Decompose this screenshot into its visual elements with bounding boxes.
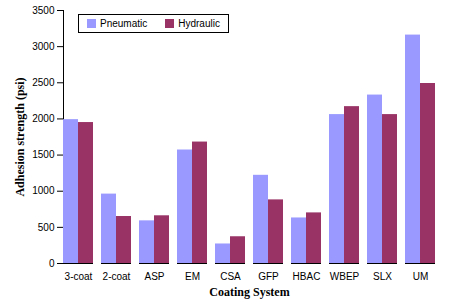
svg-text:0: 0 bbox=[49, 258, 55, 269]
svg-text:2500: 2500 bbox=[32, 77, 55, 88]
svg-text:2000: 2000 bbox=[32, 113, 55, 124]
html-text:Hydraulic: Hydraulic bbox=[178, 18, 220, 29]
svg-text:3-coat: 3-coat bbox=[65, 271, 93, 282]
svg-text:1000: 1000 bbox=[32, 185, 55, 196]
svg-text:3500: 3500 bbox=[32, 5, 55, 16]
svg-text:UM: UM bbox=[413, 271, 429, 282]
svg-text:500: 500 bbox=[38, 222, 55, 233]
svg-text:Coating System: Coating System bbox=[209, 285, 289, 299]
html-text:Pneumatic: Pneumatic bbox=[100, 18, 148, 29]
svg-text:2-coat: 2-coat bbox=[103, 271, 131, 282]
svg-text:Adhesion strength (psi): Adhesion strength (psi) bbox=[13, 77, 27, 196]
svg-text:WBEP: WBEP bbox=[330, 271, 360, 282]
svg-text:GFP: GFP bbox=[258, 271, 279, 282]
svg-text:CSA: CSA bbox=[220, 271, 241, 282]
svg-text:SLX: SLX bbox=[373, 271, 392, 282]
svg-text:1500: 1500 bbox=[32, 149, 55, 160]
svg-text:3000: 3000 bbox=[32, 41, 55, 52]
svg-text:EM: EM bbox=[185, 271, 200, 282]
svg-text:HBAC: HBAC bbox=[293, 271, 321, 282]
svg-text:ASP: ASP bbox=[144, 271, 164, 282]
